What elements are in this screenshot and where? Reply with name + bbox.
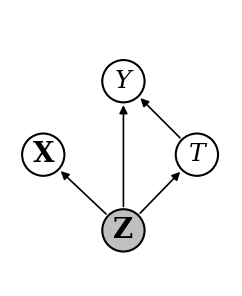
Text: X: X bbox=[32, 141, 54, 168]
Circle shape bbox=[176, 133, 218, 176]
Text: Z: Z bbox=[113, 217, 134, 244]
Circle shape bbox=[102, 60, 144, 102]
Text: Y: Y bbox=[115, 70, 132, 93]
Circle shape bbox=[102, 209, 144, 252]
Circle shape bbox=[22, 133, 64, 176]
Text: T: T bbox=[189, 143, 205, 166]
